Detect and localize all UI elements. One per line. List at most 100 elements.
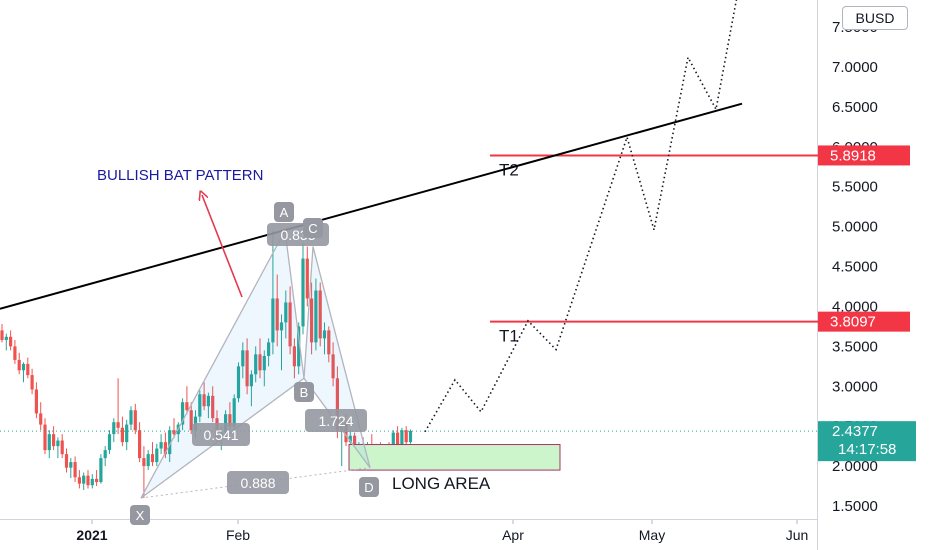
candle-body [348, 435, 352, 443]
candle-body [168, 430, 172, 455]
candle-body [86, 475, 90, 486]
candle [159, 434, 163, 455]
candle [310, 282, 314, 355]
time-tick-label: Jun [786, 527, 809, 543]
candle [116, 378, 120, 435]
candle [9, 330, 13, 351]
candle-body [39, 413, 43, 425]
candle-body [77, 477, 81, 484]
candle-body [159, 442, 163, 449]
candle [77, 470, 81, 489]
candle-body [236, 366, 241, 399]
ratio-label: 1.724 [305, 409, 367, 432]
currency-selector[interactable]: BUSD [842, 6, 908, 30]
candle [150, 442, 155, 467]
ratio-label-bg [227, 471, 289, 494]
candle [297, 322, 301, 375]
candle-body [129, 410, 133, 425]
candle [60, 434, 64, 459]
target-price-badge-text: 5.8918 [830, 147, 876, 164]
ratio-label-text: 0.541 [203, 427, 238, 443]
candle [181, 398, 185, 431]
candle [39, 402, 43, 431]
pattern-point-text: D [364, 480, 373, 495]
price-tick-label: 5.5000 [832, 179, 878, 196]
candle-body [47, 434, 51, 451]
candle-body [206, 395, 210, 407]
candle-body [13, 346, 17, 360]
candle [267, 338, 271, 367]
candle-body [404, 430, 408, 443]
candle-body [82, 475, 86, 484]
candle [120, 416, 124, 447]
candle [43, 418, 47, 455]
pattern-arrow [202, 195, 243, 298]
time-tick-label: 2021 [76, 527, 107, 543]
pattern-point-c: C [303, 218, 323, 238]
candle-body [172, 430, 176, 435]
candle-body [9, 336, 13, 347]
candle [146, 450, 150, 471]
candle-body [99, 458, 103, 483]
candle [17, 352, 21, 375]
candle [56, 437, 60, 459]
candle [64, 448, 69, 473]
candle [138, 422, 142, 463]
target-label-t1: T1 [499, 327, 519, 346]
candle-body [30, 375, 34, 390]
candle-body [202, 394, 206, 407]
ratio-label-bg [192, 423, 250, 446]
candle-body [185, 402, 189, 411]
candle [99, 454, 103, 484]
candle-body [0, 330, 4, 340]
price-projection-path [424, 0, 738, 433]
current-price-badge-bg [818, 421, 916, 462]
candle-body [292, 346, 296, 367]
candle-body [400, 430, 404, 446]
candle-body [21, 363, 26, 371]
candle-body [103, 450, 107, 459]
candle-body [228, 414, 232, 427]
candle-body [391, 432, 395, 452]
pattern-point-bg [294, 382, 314, 402]
candle-body [335, 378, 339, 431]
candle [112, 418, 116, 443]
candle-body [249, 374, 253, 387]
candle [202, 382, 206, 411]
candle [258, 338, 262, 379]
candle-body [408, 430, 413, 443]
candle [107, 430, 112, 455]
candle [52, 426, 56, 451]
target-price-badge-text: 3.8097 [830, 314, 876, 331]
candle [292, 338, 296, 379]
candle-body [331, 354, 335, 379]
candle-body [155, 448, 159, 463]
candle [275, 274, 279, 347]
candle-body [163, 442, 167, 455]
candle-body [322, 330, 327, 339]
candle [206, 392, 210, 419]
ratio-label-text: 0.888 [240, 475, 275, 491]
ratio-label: 0.541 [192, 423, 250, 446]
candle [314, 278, 318, 351]
target-price-badge-bg [818, 145, 910, 166]
ratio-label: 0.888 [227, 471, 289, 494]
candle-body [189, 410, 193, 431]
candle-body [262, 355, 266, 371]
candle-body [4, 336, 8, 340]
candle [279, 314, 284, 371]
candle-body [181, 402, 185, 425]
candle-body [271, 298, 275, 343]
candle [408, 429, 413, 444]
candle-body [305, 258, 309, 299]
candle [129, 406, 133, 431]
candle [249, 370, 253, 407]
candle-body [288, 302, 292, 347]
candle [142, 446, 146, 499]
candle [34, 382, 38, 419]
candle [331, 342, 335, 387]
candle-body [142, 458, 146, 467]
candle-body [198, 394, 202, 417]
target-price-badge-bg [818, 311, 910, 332]
